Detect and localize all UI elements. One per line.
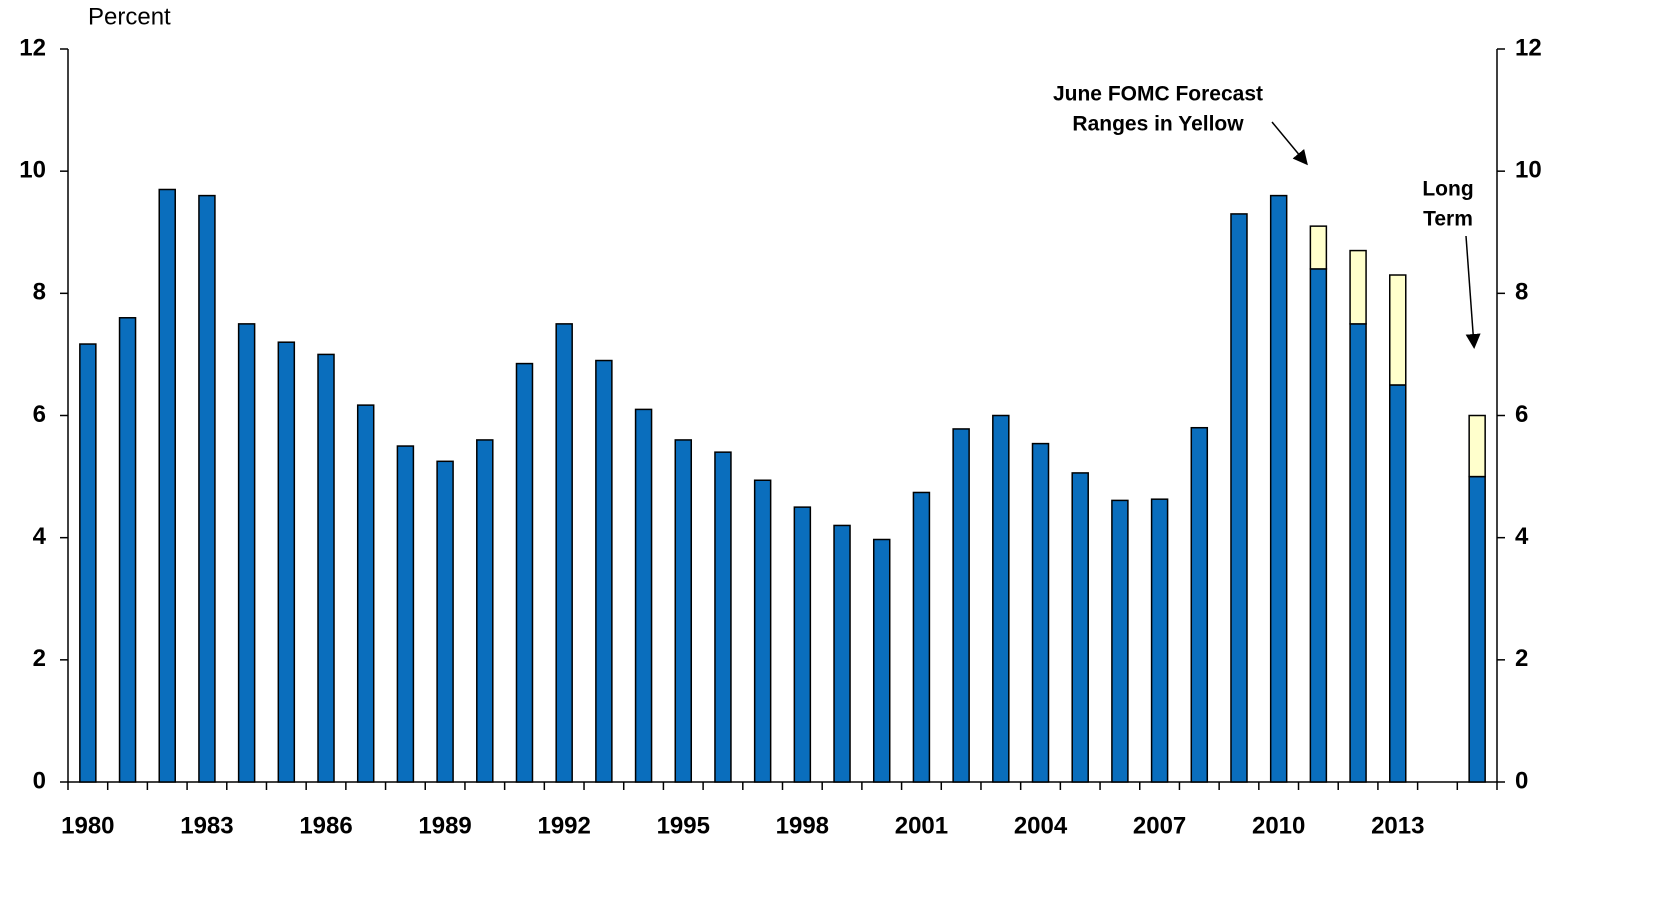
y-tick-label: 6 <box>33 401 46 428</box>
bar-segment <box>356 404 375 783</box>
bar-segment <box>1389 384 1407 783</box>
y-tick-label: 8 <box>33 279 46 306</box>
annotation: Long <box>1422 178 1473 201</box>
bar-segment <box>634 408 653 783</box>
y2-tick-label: 4 <box>1515 523 1529 550</box>
bar-segment <box>952 428 970 783</box>
x-tick-label: 2007 <box>1133 812 1186 839</box>
y2-tick-label: 10 <box>1515 157 1542 184</box>
bar-segment <box>1468 475 1486 783</box>
bar-segment <box>1190 426 1209 783</box>
bar-segment <box>912 491 931 783</box>
x-tick-label: 1998 <box>776 812 829 839</box>
y2-tick-label: 12 <box>1515 34 1542 61</box>
bar-segment <box>992 414 1010 783</box>
x-tick-label: 1980 <box>61 812 114 839</box>
bar-segment <box>198 194 216 783</box>
bar-segment <box>1071 472 1089 783</box>
x-tick-label: 2013 <box>1371 812 1424 839</box>
bar-segment <box>317 353 335 783</box>
bar-segment <box>396 445 415 783</box>
bar-segment <box>872 538 891 783</box>
annotation: Ranges in Yellow <box>1072 113 1244 136</box>
x-tick-label: 1995 <box>657 812 710 839</box>
y-axis-label: Percent <box>88 3 171 30</box>
y2-tick-label: 8 <box>1515 279 1528 306</box>
bar-segment <box>1468 414 1486 478</box>
y-tick-label: 4 <box>33 523 47 550</box>
bar-segment <box>1349 249 1367 325</box>
y-tick-label: 2 <box>33 645 46 672</box>
y2-tick-label: 2 <box>1515 645 1528 672</box>
bar-segment <box>1269 194 1288 783</box>
bar-segment <box>833 524 851 783</box>
annotation: June FOMC Forecast <box>1053 83 1263 106</box>
x-tick-label: 1992 <box>537 812 590 839</box>
bar-segment <box>515 362 534 783</box>
y-tick-label: 10 <box>19 157 46 184</box>
bar-segment <box>1309 268 1328 783</box>
bar-segment <box>118 317 137 783</box>
bar-segment <box>1309 225 1328 270</box>
bar-segment <box>277 341 296 783</box>
bar-segment <box>476 439 494 783</box>
x-tick-label: 2004 <box>1014 812 1068 839</box>
y-tick-label: 0 <box>33 767 46 794</box>
y-tick-label: 12 <box>19 34 46 61</box>
bar-segment <box>555 323 573 783</box>
bar-segment <box>1150 498 1169 783</box>
x-tick-label: 1983 <box>180 812 233 839</box>
bar-segment <box>436 460 454 783</box>
x-tick-label: 2010 <box>1252 812 1305 839</box>
bar-segment <box>595 359 613 783</box>
bar-segment <box>753 479 772 783</box>
bar-segment <box>793 506 812 783</box>
y2-tick-label: 6 <box>1515 401 1528 428</box>
bar-segment <box>1389 274 1407 386</box>
x-tick-label: 1986 <box>299 812 352 839</box>
bar-segment <box>1031 442 1050 783</box>
x-tick-label: 2001 <box>895 812 948 839</box>
bar-segment <box>79 343 97 783</box>
bar-segment <box>1111 499 1129 783</box>
bar-segment <box>158 188 176 783</box>
bar-segment <box>1349 323 1367 783</box>
bar-segment <box>237 323 256 783</box>
bar-segment <box>714 451 732 783</box>
bar-segment <box>674 439 693 783</box>
y2-tick-label: 0 <box>1515 767 1528 794</box>
x-tick-label: 1989 <box>418 812 471 839</box>
arrow <box>1465 235 1481 349</box>
bar-segment <box>1230 213 1248 783</box>
arrow <box>1271 121 1308 166</box>
annotation: Term <box>1423 208 1473 231</box>
